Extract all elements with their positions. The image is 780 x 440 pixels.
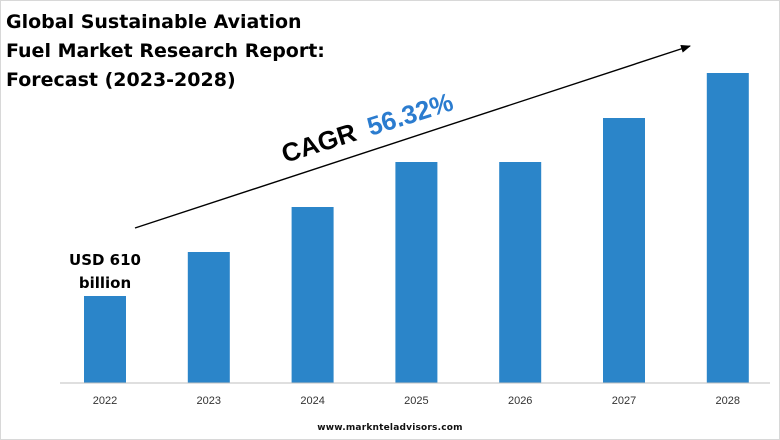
- x-tick-label-2027: 2027: [612, 395, 636, 407]
- bar-2027: [603, 118, 645, 383]
- title-line-2: Fuel Market Research Report:: [6, 40, 325, 62]
- bars-layer: [84, 73, 749, 383]
- trend-arrow: [134, 45, 691, 229]
- x-tick-label-2025: 2025: [404, 395, 428, 407]
- bar-2026: [499, 162, 542, 383]
- bar-2023: [187, 252, 230, 383]
- x-tick-label-2028: 2028: [716, 395, 740, 407]
- cagr-value: 56.32%: [363, 87, 456, 142]
- footer-url: www.marknteladvisors.com: [317, 423, 463, 433]
- bar-2025: [395, 162, 438, 383]
- bar-2022: [84, 296, 126, 383]
- cagr-label: CAGR: [278, 117, 360, 169]
- cagr-annotation: CAGR 56.32%: [278, 87, 457, 169]
- title-line-3: Forecast (2023-2028): [6, 69, 236, 91]
- start-value-line-2: billion: [79, 274, 131, 292]
- x-tick-label-2024: 2024: [300, 395, 324, 407]
- start-value-line-1: USD 610: [69, 251, 141, 269]
- bar-2024: [291, 207, 334, 383]
- title-line-1: Global Sustainable Aviation: [6, 11, 302, 33]
- x-tick-label-2023: 2023: [197, 395, 221, 407]
- bar-2028: [706, 73, 749, 383]
- x-tick-labels: 2022 2023 2024 2025 2026 2027 2028: [93, 395, 740, 407]
- chart-title: Global Sustainable Aviation Fuel Market …: [6, 8, 346, 95]
- x-tick-label-2026: 2026: [508, 395, 532, 407]
- x-tick-label-2022: 2022: [93, 395, 117, 407]
